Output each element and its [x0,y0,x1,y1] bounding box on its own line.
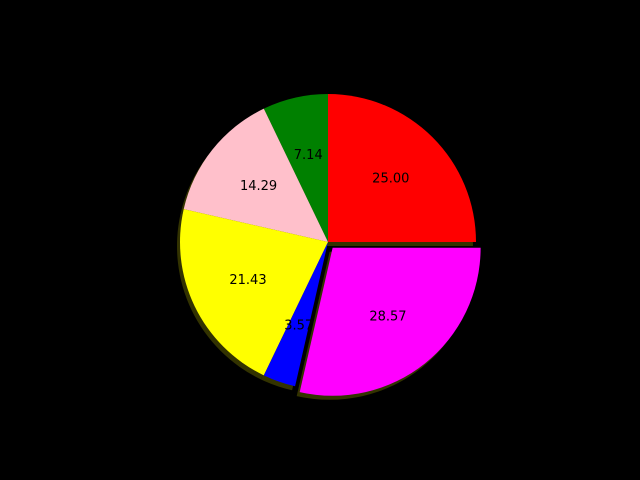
slice-label-28.57: 28.57 [369,310,406,325]
slice-layer [180,94,481,396]
pie-slice-14.29 [183,108,328,242]
slice-label-7.14: 7.14 [294,148,323,163]
pie-slice-21.43 [180,209,328,376]
pie-slice-25.00 [328,94,476,242]
slice-label-21.43: 21.43 [229,273,266,288]
label-layer: 25.00 7.14 14.29 21.43 3.57 28.57 [229,148,409,333]
slice-label-14.29: 14.29 [240,179,277,194]
pie-slice-7.14 [263,94,328,242]
pie-slice-28.57 [299,247,481,396]
pie-slice-3.57 [263,242,328,387]
slice-label-25.00: 25.00 [372,172,409,187]
slice-label-3.57: 3.57 [284,318,313,333]
